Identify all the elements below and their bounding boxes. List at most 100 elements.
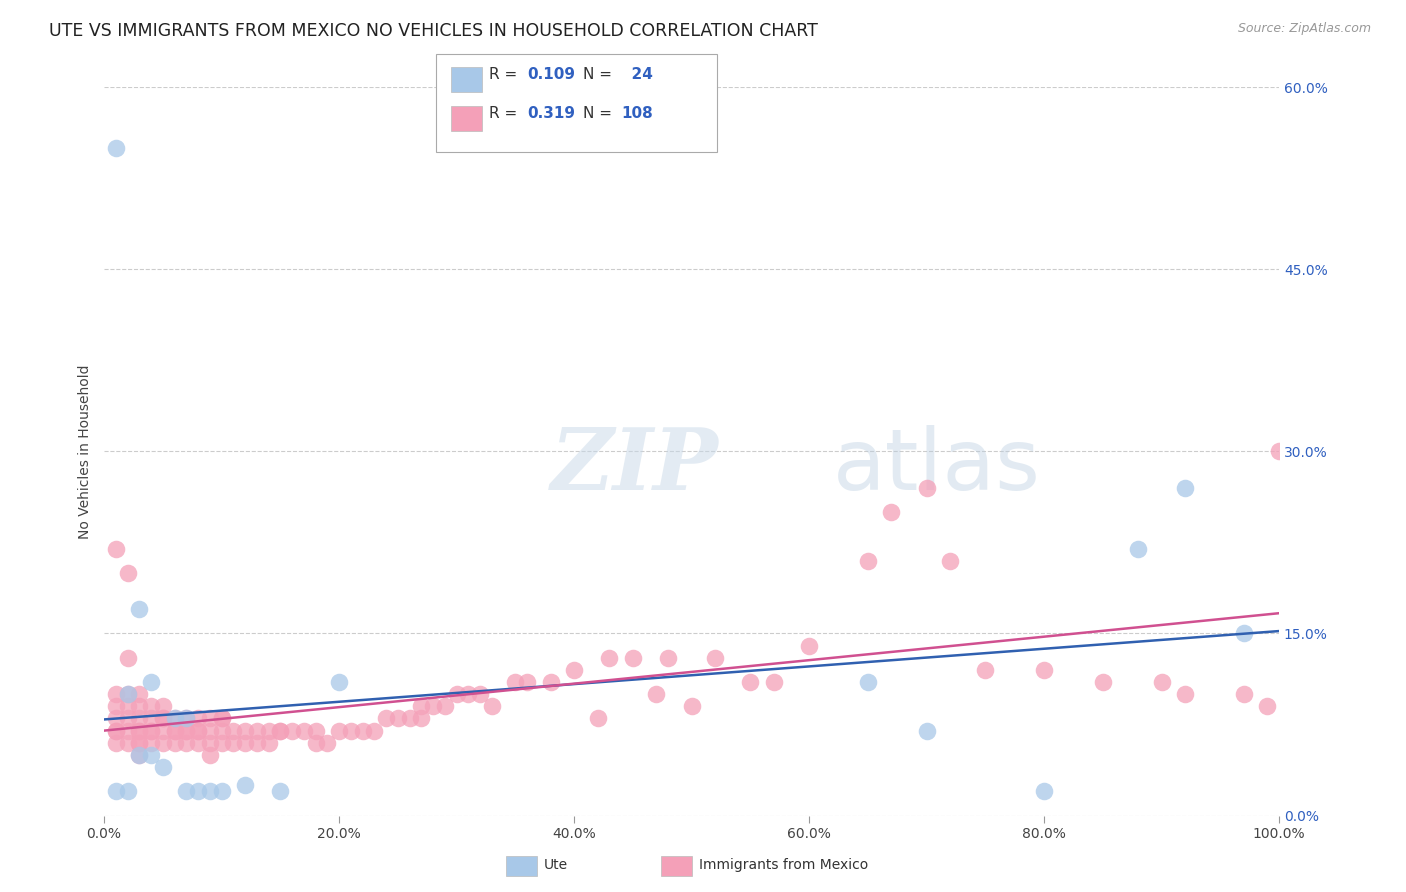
Immigrants from Mexico	[269, 723, 291, 738]
Immigrants from Mexico	[645, 687, 668, 701]
Immigrants from Mexico	[257, 736, 280, 750]
Immigrants from Mexico	[222, 723, 245, 738]
Immigrants from Mexico	[304, 723, 326, 738]
Immigrants from Mexico	[411, 711, 433, 725]
Immigrants from Mexico	[762, 675, 785, 690]
Immigrants from Mexico	[117, 687, 139, 701]
Immigrants from Mexico	[152, 736, 174, 750]
Immigrants from Mexico	[117, 723, 139, 738]
Immigrants from Mexico	[139, 711, 162, 725]
Immigrants from Mexico	[104, 699, 127, 714]
Immigrants from Mexico	[117, 650, 139, 665]
Immigrants from Mexico	[328, 723, 350, 738]
Immigrants from Mexico	[198, 736, 221, 750]
Text: 0.319: 0.319	[527, 106, 575, 120]
Immigrants from Mexico	[128, 736, 150, 750]
Immigrants from Mexico	[1174, 687, 1197, 701]
Immigrants from Mexico	[198, 747, 221, 762]
Ute	[915, 723, 938, 738]
Ute	[176, 711, 198, 725]
Immigrants from Mexico	[1268, 444, 1291, 458]
Immigrants from Mexico	[562, 663, 585, 677]
Immigrants from Mexico	[457, 687, 479, 701]
Immigrants from Mexico	[128, 699, 150, 714]
Ute	[198, 784, 221, 798]
Immigrants from Mexico	[246, 736, 269, 750]
Text: UTE VS IMMIGRANTS FROM MEXICO NO VEHICLES IN HOUSEHOLD CORRELATION CHART: UTE VS IMMIGRANTS FROM MEXICO NO VEHICLE…	[49, 22, 818, 40]
Immigrants from Mexico	[257, 723, 280, 738]
Immigrants from Mexico	[586, 711, 609, 725]
Immigrants from Mexico	[198, 723, 221, 738]
Immigrants from Mexico	[880, 505, 903, 519]
Immigrants from Mexico	[856, 554, 879, 568]
Immigrants from Mexico	[104, 711, 127, 725]
Immigrants from Mexico	[117, 699, 139, 714]
Immigrants from Mexico	[176, 711, 198, 725]
Ute	[152, 760, 174, 774]
Ute	[128, 747, 150, 762]
Ute	[269, 784, 291, 798]
Immigrants from Mexico	[187, 736, 209, 750]
Immigrants from Mexico	[152, 711, 174, 725]
Text: N =: N =	[583, 106, 617, 120]
Immigrants from Mexico	[375, 711, 398, 725]
Immigrants from Mexico	[352, 723, 374, 738]
Ute	[328, 675, 350, 690]
Immigrants from Mexico	[797, 639, 820, 653]
Immigrants from Mexico	[128, 723, 150, 738]
Immigrants from Mexico	[117, 711, 139, 725]
Text: 108: 108	[621, 106, 654, 120]
Text: 24: 24	[621, 67, 654, 81]
Immigrants from Mexico	[411, 699, 433, 714]
Ute	[117, 687, 139, 701]
Ute	[104, 784, 127, 798]
Ute	[233, 778, 256, 792]
Immigrants from Mexico	[398, 711, 420, 725]
Immigrants from Mexico	[128, 723, 150, 738]
Immigrants from Mexico	[211, 711, 233, 725]
Immigrants from Mexico	[163, 736, 186, 750]
Immigrants from Mexico	[198, 711, 221, 725]
Immigrants from Mexico	[187, 723, 209, 738]
Text: Source: ZipAtlas.com: Source: ZipAtlas.com	[1237, 22, 1371, 36]
Immigrants from Mexico	[503, 675, 526, 690]
Immigrants from Mexico	[621, 650, 644, 665]
Immigrants from Mexico	[246, 723, 269, 738]
Immigrants from Mexico	[1150, 675, 1173, 690]
Text: Immigrants from Mexico: Immigrants from Mexico	[699, 858, 868, 872]
Ute	[117, 784, 139, 798]
Immigrants from Mexico	[104, 736, 127, 750]
Immigrants from Mexico	[1033, 663, 1056, 677]
Immigrants from Mexico	[316, 736, 339, 750]
Immigrants from Mexico	[1256, 699, 1278, 714]
Immigrants from Mexico	[1233, 687, 1256, 701]
Text: ZIP: ZIP	[551, 425, 718, 508]
Immigrants from Mexico	[139, 699, 162, 714]
Ute	[163, 711, 186, 725]
Text: 0.109: 0.109	[527, 67, 575, 81]
Immigrants from Mexico	[139, 723, 162, 738]
Ute	[1126, 541, 1149, 556]
Immigrants from Mexico	[152, 723, 174, 738]
Immigrants from Mexico	[104, 541, 127, 556]
Immigrants from Mexico	[104, 723, 127, 738]
Immigrants from Mexico	[211, 711, 233, 725]
Text: Ute: Ute	[544, 858, 568, 872]
Immigrants from Mexico	[468, 687, 491, 701]
Immigrants from Mexico	[211, 723, 233, 738]
Immigrants from Mexico	[657, 650, 679, 665]
Y-axis label: No Vehicles in Household: No Vehicles in Household	[79, 364, 93, 539]
Immigrants from Mexico	[176, 723, 198, 738]
Immigrants from Mexico	[104, 723, 127, 738]
Immigrants from Mexico	[446, 687, 468, 701]
Immigrants from Mexico	[540, 675, 562, 690]
Immigrants from Mexico	[117, 736, 139, 750]
Immigrants from Mexico	[304, 736, 326, 750]
Immigrants from Mexico	[104, 687, 127, 701]
Immigrants from Mexico	[128, 711, 150, 725]
Immigrants from Mexico	[187, 723, 209, 738]
Immigrants from Mexico	[176, 723, 198, 738]
Immigrants from Mexico	[117, 566, 139, 580]
Immigrants from Mexico	[292, 723, 315, 738]
Immigrants from Mexico	[176, 736, 198, 750]
